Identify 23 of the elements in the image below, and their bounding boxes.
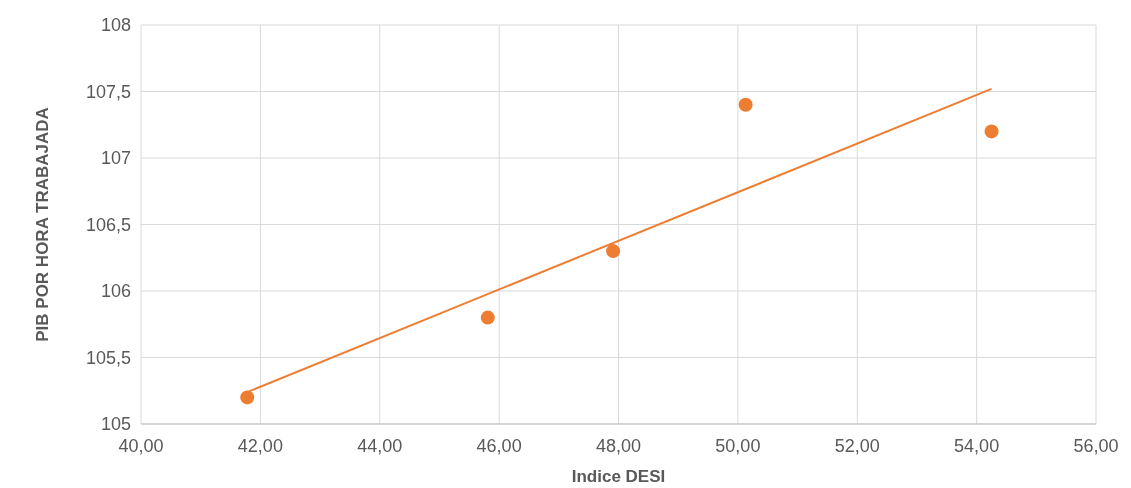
- x-tick-label: 52,00: [834, 436, 880, 456]
- x-tick-label: 40,00: [118, 436, 164, 456]
- y-tick-label: 108: [100, 15, 131, 36]
- y-tick-label: 107: [100, 148, 131, 169]
- x-tick-label: 46,00: [476, 436, 522, 456]
- point: [240, 390, 255, 405]
- x-tick-label: 54,00: [954, 436, 1000, 456]
- x-axis-title: Indice DESI: [571, 467, 666, 486]
- y-tick-label: 106: [100, 281, 131, 302]
- y-tick-label: 105,5: [85, 347, 131, 368]
- x-tick-label: 48,00: [595, 436, 642, 456]
- point: [480, 310, 495, 325]
- x-tick-label: 44,00: [357, 436, 403, 456]
- point: [984, 124, 999, 139]
- point: [606, 244, 621, 259]
- y-tick-label: 107,5: [85, 81, 131, 102]
- point: [738, 97, 753, 112]
- y-axis-title: PIB POR HORA TRABAJADA: [33, 107, 52, 342]
- y-tick-label: 106,5: [85, 214, 131, 235]
- y-tick-label: 105: [100, 414, 131, 435]
- x-tick-label: 42,00: [237, 436, 283, 456]
- x-tick-label: 56,00: [1073, 436, 1119, 456]
- x-tick-label: 50,00: [715, 436, 761, 456]
